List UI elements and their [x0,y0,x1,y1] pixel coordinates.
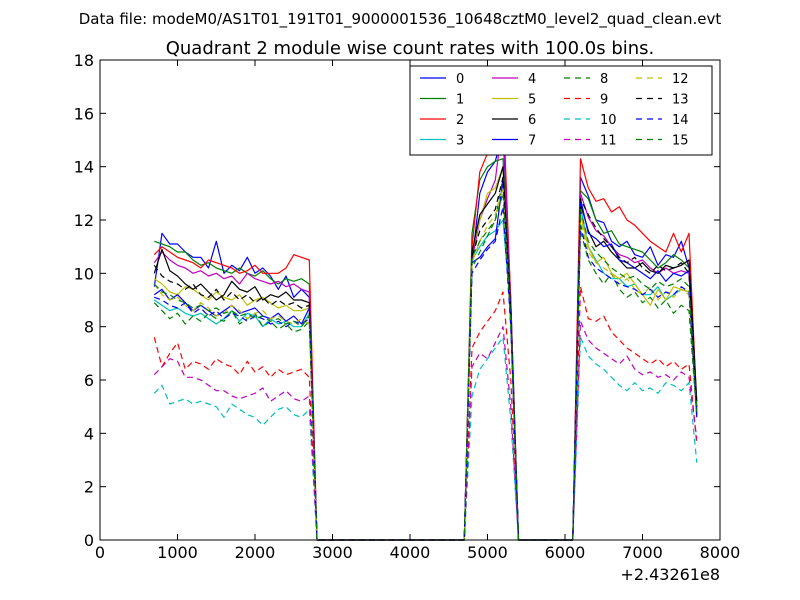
series-line-12 [153,187,698,541]
series-line-4 [153,118,698,541]
legend-label-15: 15 [672,134,689,149]
legend-label-7: 7 [528,134,536,149]
chart-suptitle: Data file: modeM0/AS1T01_191T01_90000015… [79,10,722,29]
series-line-13 [153,176,698,541]
series-line-1 [154,158,698,541]
x-axis-offset-label: +2.43261e8 [620,565,720,584]
x-tick-label: 8000 [700,543,741,562]
x-tick-label: 6000 [545,543,586,562]
y-tick-label: 12 [74,211,94,230]
x-tick-label: 7000 [622,543,663,562]
legend-label-12: 12 [672,72,689,87]
axis-ticks: 0 1000 2000 3000 4000 5000 6000 7000 80000246810… [74,51,741,562]
legend-label-9: 9 [600,93,608,108]
y-tick-label: 18 [74,51,94,70]
series-line-11 [153,320,698,541]
x-tick-label: 3000 [312,543,353,562]
legend-label-11: 11 [600,134,617,149]
y-tick-label: 10 [74,264,94,283]
y-tick-label: 16 [74,104,94,123]
legend-label-8: 8 [600,72,608,87]
plot-lines [153,99,698,541]
legend-box [409,65,713,156]
x-tick-label: 5000 [467,543,508,562]
y-tick-label: 8 [84,318,94,337]
x-tick-label: 0 [95,543,105,562]
legend-label-5: 5 [528,93,536,108]
legend-label-0: 0 [456,72,464,87]
y-tick-label: 2 [84,478,94,497]
legend-label-3: 3 [456,134,464,149]
legend-label-2: 2 [456,113,464,128]
series-line-14 [154,206,698,541]
y-tick-label: 14 [74,158,94,177]
legend-label-13: 13 [672,93,689,108]
y-tick-label: 4 [84,424,94,443]
series-line-8 [153,176,698,541]
series-line-7 [153,179,698,541]
series-line-6 [153,166,698,541]
legend-label-14: 14 [672,113,689,128]
legend-label-1: 1 [456,93,464,108]
series-line-9 [153,286,698,541]
series-line-10 [153,336,698,541]
y-tick-label: 6 [84,371,94,390]
x-tick-label: 1000 [157,543,198,562]
legend-label-10: 10 [600,113,617,128]
series-line-15 [153,192,698,541]
legend-label-4: 4 [528,72,536,87]
series-line-2 [153,99,698,541]
y-tick-label: 0 [84,531,94,550]
x-tick-label: 4000 [390,543,431,562]
chart-title: Quadrant 2 module wise count rates with … [166,38,655,59]
legend-label-6: 6 [528,113,536,128]
x-tick-label: 2000 [235,543,276,562]
series-line-5 [153,166,698,541]
